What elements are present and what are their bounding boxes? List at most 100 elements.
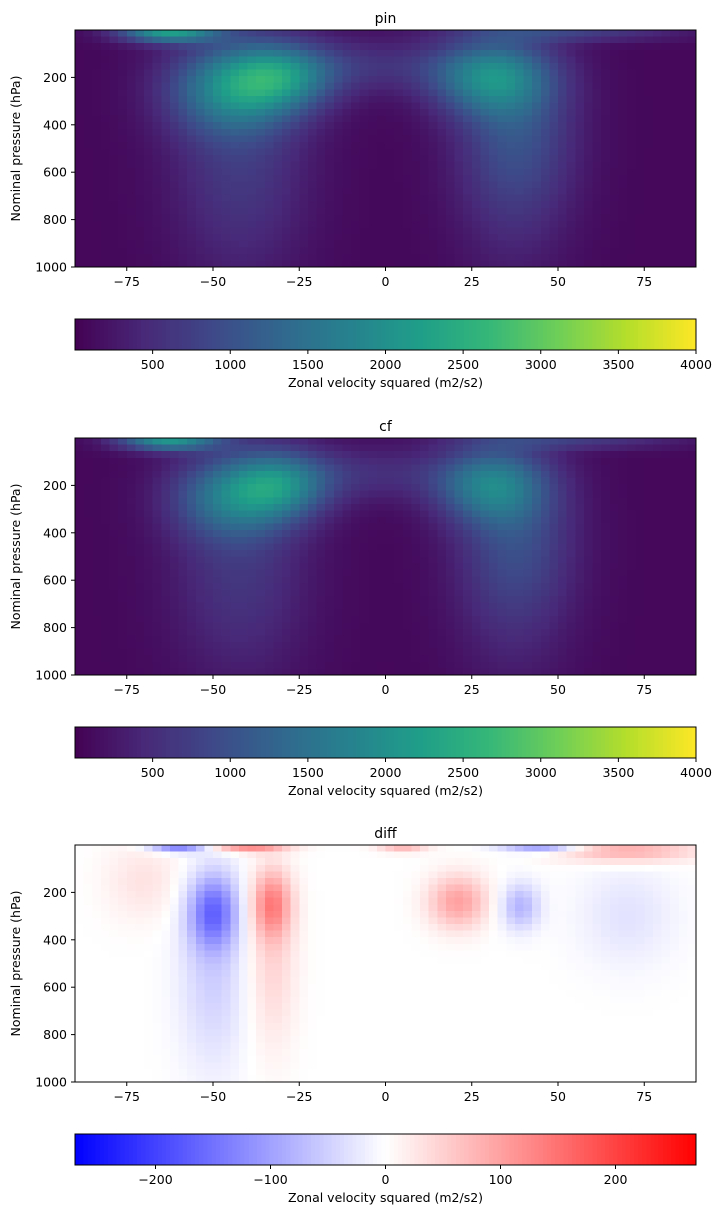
heatmap-cell <box>152 589 162 597</box>
heatmap-cell <box>566 477 576 485</box>
heatmap-cell <box>592 596 602 604</box>
heatmap-cell <box>678 596 688 604</box>
heatmap-cell <box>540 484 550 492</box>
heatmap-cell <box>471 635 481 643</box>
heatmap-cell <box>144 464 154 472</box>
colorbar-segment <box>580 319 585 350</box>
heatmap-cell <box>489 188 499 196</box>
heatmap-cell <box>532 220 542 229</box>
heatmap-cell <box>247 497 257 505</box>
heatmap-cell <box>506 43 516 51</box>
heatmap-cell <box>566 168 576 176</box>
heatmap-cell <box>687 207 697 215</box>
heatmap-cell <box>678 181 688 189</box>
heatmap-cell <box>480 497 490 505</box>
heatmap-cell <box>463 174 473 183</box>
heatmap-cell <box>635 227 645 235</box>
heatmap-cell <box>385 490 395 498</box>
heatmap-cell <box>601 490 611 498</box>
heatmap-cell <box>368 56 378 64</box>
heatmap-cell <box>135 253 145 262</box>
heatmap-cell <box>359 484 369 492</box>
heatmap-cell <box>497 490 507 498</box>
heatmap-cell <box>342 49 352 57</box>
heatmap-cell <box>437 635 447 643</box>
heatmap-cell <box>454 615 464 623</box>
heatmap-cell <box>627 497 637 505</box>
heatmap-cell <box>204 615 214 623</box>
heatmap-cell <box>256 95 266 104</box>
heatmap-cell <box>514 556 525 564</box>
heatmap-cell <box>238 490 249 498</box>
heatmap-cell <box>135 234 145 242</box>
heatmap-cell <box>549 530 559 538</box>
heatmap-cell <box>169 168 180 176</box>
heatmap-cell <box>385 240 395 248</box>
heatmap-cell <box>514 201 525 209</box>
heatmap-cell <box>437 260 447 268</box>
heatmap-cell <box>238 135 249 143</box>
heatmap-cell <box>307 109 318 117</box>
heatmap-cell <box>109 464 119 472</box>
heatmap-cell <box>109 596 119 604</box>
heatmap-cell <box>187 49 197 57</box>
heatmap-cell <box>445 155 456 163</box>
heatmap-cell <box>394 102 404 110</box>
heatmap-cell <box>333 484 343 492</box>
heatmap-cell <box>678 62 688 71</box>
heatmap-cell <box>83 510 93 518</box>
heatmap-cell <box>609 464 619 472</box>
heatmap-cell <box>75 188 85 196</box>
heatmap-cell <box>230 82 240 90</box>
colorbar-segment <box>650 319 656 350</box>
heatmap-cell <box>489 194 499 202</box>
heatmap-cell <box>75 56 85 64</box>
heatmap-cell <box>420 556 430 564</box>
heatmap-cell <box>583 484 594 492</box>
heatmap-cell <box>307 451 318 459</box>
heatmap-cell <box>100 115 111 123</box>
heatmap-cell <box>144 457 154 465</box>
heatmap-cell <box>282 470 292 479</box>
heatmap-cell <box>264 128 274 136</box>
heatmap-cell <box>480 141 490 150</box>
heatmap-cell <box>549 596 559 604</box>
heatmap-cell <box>497 122 507 130</box>
heatmap-cell <box>238 556 249 564</box>
heatmap-cell <box>100 49 111 57</box>
heatmap-cell <box>609 622 619 630</box>
heatmap-cell <box>678 253 688 262</box>
heatmap-cell <box>109 589 119 597</box>
heatmap-cell <box>437 161 447 169</box>
colorbar-segment <box>170 319 175 350</box>
heatmap-cell <box>221 109 231 117</box>
heatmap-cell <box>221 484 231 492</box>
heatmap-cell <box>152 576 162 584</box>
heatmap-cell <box>609 207 619 215</box>
heatmap-cell <box>549 227 559 235</box>
heatmap-cell <box>126 214 136 222</box>
heatmap-cell <box>394 438 404 446</box>
heatmap-cell <box>83 530 93 538</box>
heatmap-cell <box>135 615 145 623</box>
heatmap-cell <box>178 76 188 84</box>
heatmap-cell <box>333 510 343 518</box>
heatmap-cell <box>652 247 663 255</box>
heatmap-cell <box>126 56 136 64</box>
heatmap-cell <box>161 220 171 229</box>
heatmap-cell <box>359 30 369 38</box>
heatmap-cell <box>238 444 249 452</box>
heatmap-cell <box>583 69 594 77</box>
heatmap-cell <box>497 569 507 577</box>
heatmap-cell <box>230 549 240 558</box>
heatmap-cell <box>118 490 128 498</box>
colorbar-segment <box>679 319 685 350</box>
heatmap-cell <box>213 615 223 623</box>
heatmap-cell <box>463 168 473 176</box>
heatmap-cell <box>376 523 387 531</box>
heatmap-cell <box>437 247 447 255</box>
heatmap-cell <box>480 82 490 90</box>
heatmap-cell <box>549 102 559 110</box>
heatmap-cell <box>178 148 188 156</box>
heatmap-cell <box>549 188 559 196</box>
